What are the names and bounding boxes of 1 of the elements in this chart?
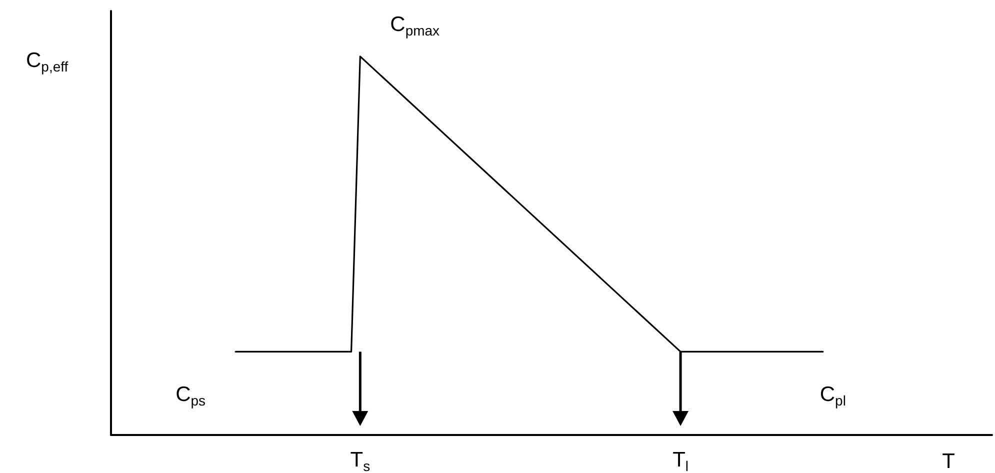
x-axis-title: T [942,450,956,473]
